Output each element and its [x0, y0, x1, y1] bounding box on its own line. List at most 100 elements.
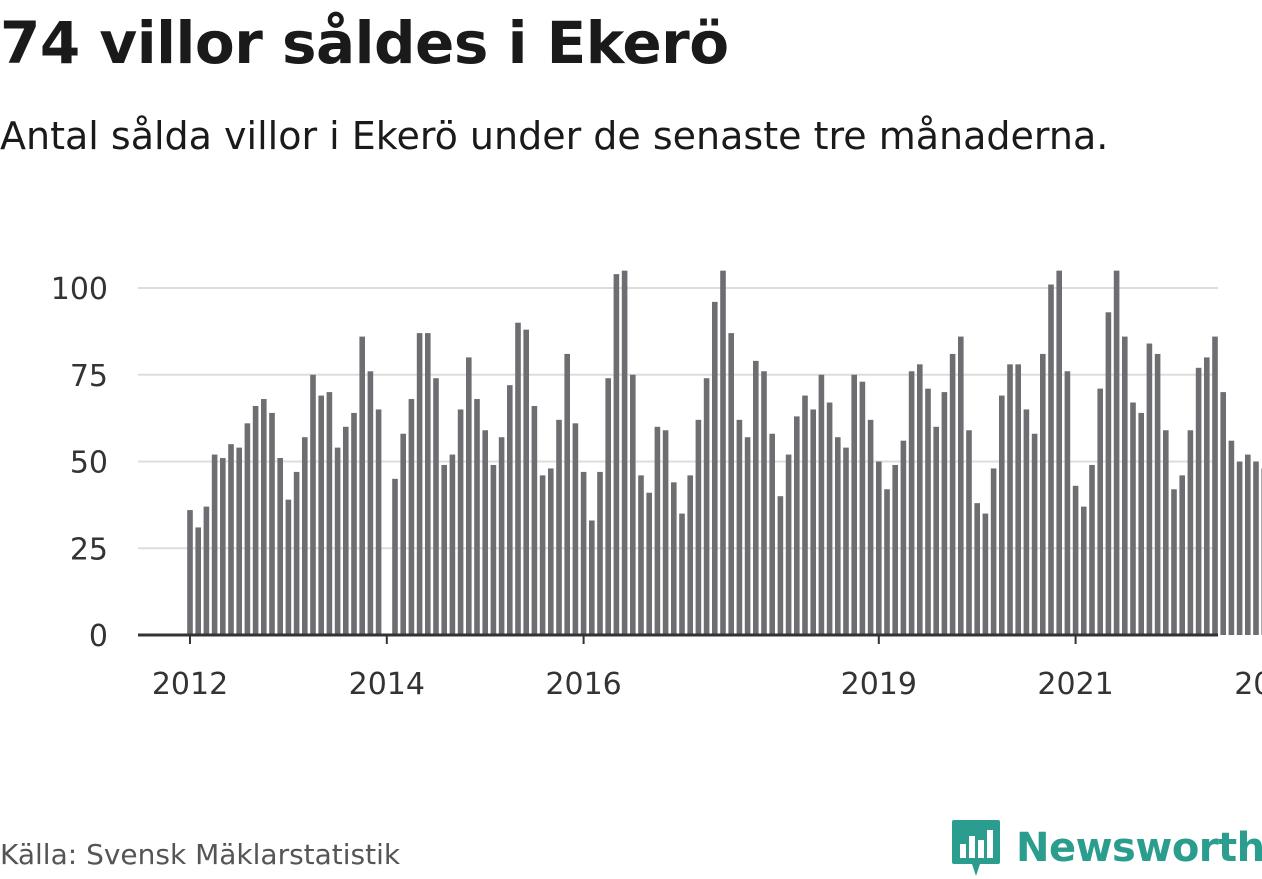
bar	[507, 385, 513, 635]
bar	[1081, 506, 1087, 635]
bar	[785, 454, 792, 635]
bar	[933, 426, 939, 635]
bar	[679, 513, 685, 635]
bar	[195, 527, 201, 635]
bar	[425, 333, 431, 635]
y-tick-label: 50	[70, 446, 108, 481]
bar	[351, 412, 357, 635]
x-tick-label: 2021	[1037, 667, 1113, 702]
bar	[416, 333, 423, 635]
bar	[990, 468, 997, 635]
bar	[941, 392, 948, 635]
bar	[228, 444, 234, 635]
bar	[621, 270, 628, 635]
bar	[638, 475, 644, 635]
bar	[515, 322, 521, 635]
bar	[597, 471, 603, 635]
bar	[408, 399, 415, 635]
bar	[523, 329, 529, 635]
bar	[892, 464, 898, 635]
bar	[1253, 461, 1259, 635]
bar	[908, 371, 915, 635]
bar	[835, 437, 841, 635]
bar	[334, 447, 341, 635]
bar	[687, 475, 693, 635]
bar	[531, 405, 538, 635]
bar	[269, 412, 275, 635]
bar	[1154, 353, 1161, 635]
bar	[999, 395, 1005, 635]
bar	[1072, 485, 1079, 635]
newsworthy-logo-text: Newsworthy	[1016, 825, 1262, 871]
bar	[843, 447, 849, 635]
bar	[1179, 475, 1185, 635]
bar	[236, 447, 242, 635]
bar	[589, 520, 595, 635]
bar	[728, 333, 734, 635]
bar	[1236, 461, 1243, 635]
x-tick-label: 2016	[545, 667, 621, 702]
bar	[818, 374, 825, 635]
bar	[375, 409, 382, 635]
bar	[293, 471, 300, 635]
bar	[761, 371, 767, 635]
bar	[203, 506, 210, 635]
bar	[261, 399, 267, 635]
y-tick-label: 75	[70, 359, 108, 394]
bar	[1048, 284, 1054, 635]
bar	[580, 471, 587, 635]
bar	[958, 336, 964, 635]
bar	[671, 482, 677, 635]
chart-subtitle: Antal sålda villor i Ekerö under de sena…	[0, 114, 1109, 158]
bar	[826, 402, 833, 635]
bar	[695, 419, 702, 635]
bar	[1195, 367, 1202, 635]
bar	[498, 437, 505, 635]
bar	[703, 378, 710, 635]
bar	[449, 454, 456, 635]
bar	[802, 395, 808, 635]
bar	[1138, 412, 1144, 635]
bar	[810, 409, 816, 635]
bar	[876, 461, 882, 635]
bar	[490, 464, 497, 635]
bar	[359, 336, 365, 635]
bar	[433, 378, 439, 635]
bar	[1146, 343, 1153, 635]
bar	[1163, 430, 1169, 635]
x-tick-label: 2023	[1234, 667, 1262, 702]
bar	[1105, 312, 1112, 635]
bar	[211, 454, 218, 635]
bar	[1171, 489, 1177, 635]
bar	[917, 364, 923, 635]
y-tick-label: 25	[70, 532, 108, 567]
bar	[1040, 353, 1046, 635]
bar	[457, 409, 464, 635]
bar	[564, 353, 570, 635]
bar	[851, 374, 857, 635]
bar	[556, 419, 562, 635]
bar	[1245, 454, 1251, 635]
bar	[859, 381, 866, 635]
bar	[244, 423, 251, 635]
bar	[769, 433, 775, 635]
bar	[712, 301, 718, 635]
newsworthy-logo-icon	[952, 820, 1000, 876]
bar	[1007, 364, 1013, 635]
bar	[1056, 270, 1062, 635]
bar	[753, 360, 759, 635]
source-note: Källa: Svensk Mäklarstatistik	[0, 838, 401, 871]
bar	[630, 374, 636, 635]
x-tick-label: 2019	[841, 667, 917, 702]
bar	[277, 458, 283, 635]
bar	[318, 395, 324, 635]
bar	[572, 423, 579, 635]
bar	[1212, 336, 1218, 635]
bar	[482, 430, 488, 635]
bar	[400, 433, 406, 635]
bar	[367, 371, 374, 635]
bar	[326, 392, 333, 635]
bar	[900, 440, 907, 635]
bar	[613, 274, 620, 635]
bar	[1187, 430, 1194, 635]
